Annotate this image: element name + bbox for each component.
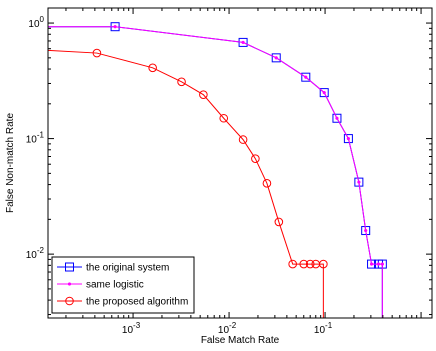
legend-entry: the original system bbox=[57, 262, 169, 274]
y-tick-label-exponent: -1 bbox=[37, 131, 45, 140]
x-tick-label: 10-1 bbox=[314, 321, 333, 336]
y-tick-label-base: 10 bbox=[28, 19, 40, 30]
legend-marker bbox=[65, 296, 74, 306]
series-point bbox=[271, 53, 281, 63]
y-tick-label-base: 10 bbox=[26, 250, 38, 261]
legend-marker bbox=[67, 282, 72, 286]
legend: the original system same logistic the prop… bbox=[51, 256, 195, 314]
x-tick-label: 10-2 bbox=[218, 321, 237, 336]
y-tick-label: 100 bbox=[28, 15, 44, 30]
series-point bbox=[322, 90, 326, 95]
series-point bbox=[319, 88, 329, 98]
x-tick-label: 10-3 bbox=[122, 321, 141, 336]
series-point bbox=[262, 179, 272, 188]
series-point bbox=[361, 226, 371, 236]
series-point bbox=[92, 48, 102, 58]
series-point bbox=[299, 259, 309, 269]
series-point bbox=[346, 136, 351, 141]
x-tick-label-base: 10 bbox=[314, 325, 326, 336]
series-point bbox=[364, 228, 368, 233]
series-point bbox=[251, 154, 260, 163]
series-layer bbox=[48, 22, 387, 318]
series-point bbox=[332, 113, 342, 123]
series-point bbox=[113, 25, 117, 29]
plot-frame bbox=[47, 7, 433, 319]
legend-marker bbox=[65, 262, 74, 272]
x-tick-label-base: 10 bbox=[122, 325, 134, 336]
series-point bbox=[319, 259, 328, 269]
y-tick-label: 10-1 bbox=[26, 131, 45, 146]
x-tick-label-base: 10 bbox=[218, 325, 230, 336]
series-point bbox=[274, 217, 284, 227]
y-tick-label-exponent: 0 bbox=[40, 15, 45, 24]
series-point bbox=[241, 40, 245, 45]
series-point bbox=[376, 262, 381, 266]
series-point bbox=[357, 180, 361, 184]
legend-entry: same logistic bbox=[57, 280, 144, 291]
series-point bbox=[199, 90, 208, 99]
y-tick-label-base: 10 bbox=[26, 135, 38, 146]
legend-entry: the proposed algorithm bbox=[57, 297, 188, 308]
series-point bbox=[304, 75, 308, 79]
series-point bbox=[301, 72, 311, 82]
series-point bbox=[238, 135, 248, 144]
series-line bbox=[48, 49, 324, 318]
x-tick-label-exponent: -1 bbox=[325, 321, 333, 330]
series-point bbox=[343, 134, 353, 144]
x-axis-title: False Match Rate bbox=[201, 335, 280, 346]
series-point bbox=[305, 259, 315, 269]
y-tick-label-exponent: -2 bbox=[37, 246, 45, 255]
x-tick-label-exponent: -2 bbox=[229, 321, 237, 330]
y-axis-title: False Non-match Rate bbox=[5, 113, 16, 213]
series-point bbox=[274, 56, 278, 60]
legend-label: the proposed algorithm bbox=[86, 297, 188, 308]
series-point bbox=[380, 262, 384, 266]
legend-box bbox=[51, 256, 195, 314]
series-1 bbox=[48, 25, 384, 318]
series-point bbox=[369, 262, 374, 266]
series-point bbox=[354, 177, 364, 187]
legend-label: the original system bbox=[86, 263, 169, 274]
y-tick-label: 10-2 bbox=[26, 246, 45, 261]
series-point bbox=[288, 259, 297, 269]
legend-label: same logistic bbox=[86, 280, 144, 291]
series-point bbox=[177, 77, 186, 87]
series-point bbox=[148, 63, 157, 73]
series-2 bbox=[48, 48, 328, 318]
series-point bbox=[219, 113, 229, 123]
series-point bbox=[335, 116, 339, 120]
x-tick-label-exponent: -3 bbox=[133, 321, 141, 330]
legend-entries: the original system same logistic the prop… bbox=[57, 262, 188, 308]
